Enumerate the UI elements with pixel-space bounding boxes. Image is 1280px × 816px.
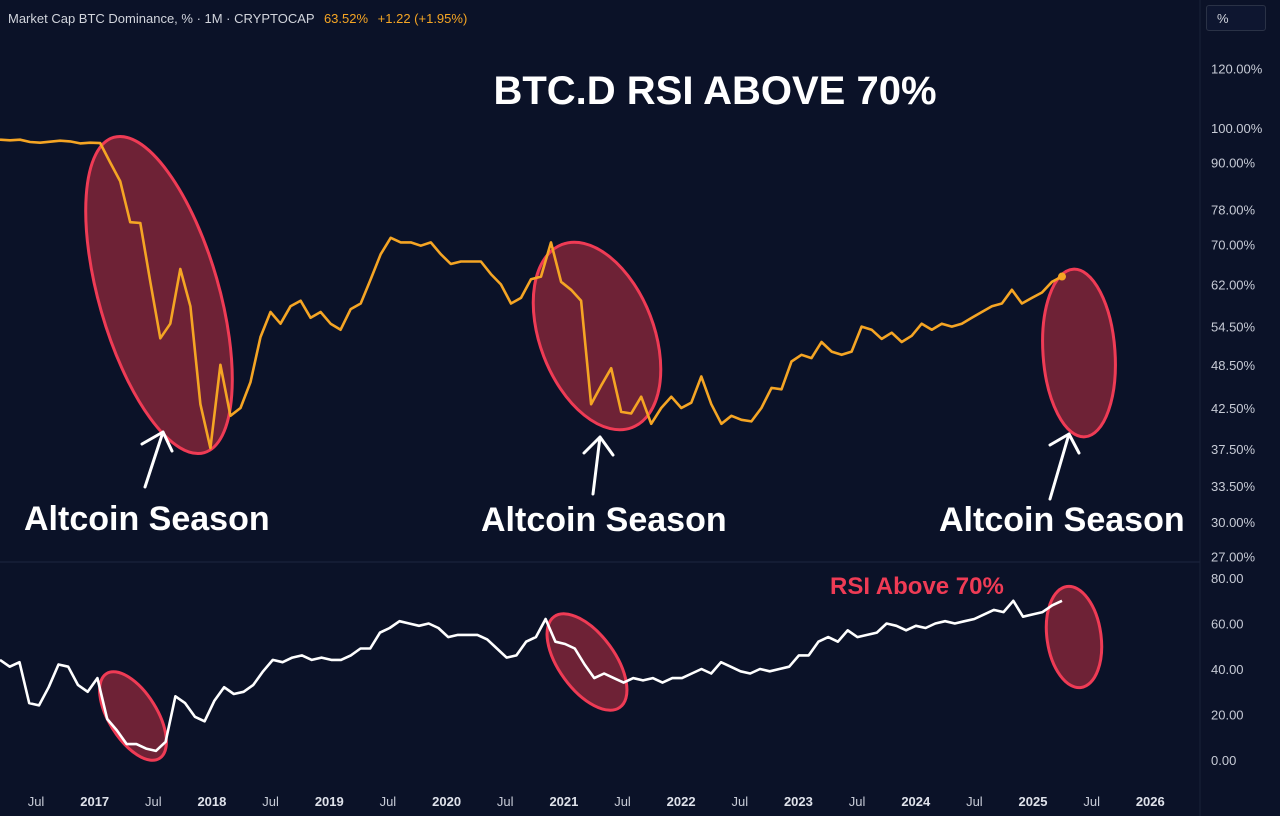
- time-axis-tick-label: Jul: [1083, 794, 1100, 809]
- time-axis-tick-label: 2024: [901, 794, 931, 809]
- rsi-ellipse-2017: [98, 670, 168, 762]
- price-axis-tick-label: 42.50%: [1211, 401, 1256, 416]
- rsi-axis-tick-label: 40.00: [1211, 662, 1244, 677]
- price-axis-tick-label: 33.50%: [1211, 479, 1256, 494]
- time-axis-tick-label: Jul: [731, 794, 748, 809]
- rsi-axis-tick-label: 0.00: [1211, 753, 1236, 768]
- time-axis-tick-label: Jul: [614, 794, 631, 809]
- time-axis-tick-label: Jul: [28, 794, 45, 809]
- annotation-rsi-above-70: RSI Above 70%: [830, 573, 1004, 600]
- price-axis-tick-label: 30.00%: [1211, 515, 1256, 530]
- time-axis-tick-label: 2019: [315, 794, 344, 809]
- price-axis-labels: 120.00% 100.00% 90.00% 78.00% 70.00% 62.00% 54…: [1211, 61, 1263, 564]
- price-axis-tick-label: 120.00%: [1211, 61, 1263, 76]
- time-axis-tick-label: Jul: [849, 794, 866, 809]
- time-axis-tick-label: Jul: [497, 794, 514, 809]
- rsi-ellipse-2025: [1044, 584, 1104, 690]
- change-value: +1.22 (+1.95%): [377, 11, 468, 26]
- price-axis-tick-label: 78.00%: [1211, 202, 1256, 217]
- highlight-ellipse-2021: [531, 240, 663, 432]
- price-axis-tick-label: 48.50%: [1211, 358, 1256, 373]
- rsi-axis-tick-label: 80.00: [1211, 571, 1244, 586]
- time-axis-tick-label: Jul: [262, 794, 279, 809]
- time-axis-tick-label: 2017: [80, 794, 109, 809]
- arrow-icon: [140, 430, 174, 489]
- rsi-line: [0, 599, 1063, 753]
- time-axis-tick-label: Jul: [380, 794, 397, 809]
- price-axis-tick-label: 90.00%: [1211, 155, 1256, 170]
- time-axis-tick-label: 2023: [784, 794, 813, 809]
- time-axis-tick-label: 2025: [1019, 794, 1048, 809]
- annotation-altcoin-season-2025: Altcoin Season: [939, 501, 1185, 539]
- rsi-axis-labels: 80.00 60.00 40.00 20.00 0.00: [1211, 571, 1244, 768]
- price-axis-tick-label: 100.00%: [1211, 121, 1263, 136]
- time-axis-tick-label: 2026: [1136, 794, 1165, 809]
- price-axis-tick-label: 27.00%: [1211, 550, 1256, 565]
- time-axis-tick-label: 2021: [549, 794, 578, 809]
- arrow-icon: [582, 435, 615, 496]
- chart-header: Market Cap BTC Dominance, % · 1M · CRYPT…: [8, 11, 467, 26]
- price-axis-tick-label: 70.00%: [1211, 238, 1256, 253]
- time-axis-tick-label: 2022: [667, 794, 696, 809]
- annotation-altcoin-season-2021: Altcoin Season: [481, 501, 727, 539]
- scale-mode-button[interactable]: %: [1206, 5, 1266, 31]
- rsi-ellipse-2021: [545, 612, 629, 712]
- btc-dominance-line: [0, 138, 1063, 450]
- time-axis-tick-label: Jul: [145, 794, 162, 809]
- time-axis-tick-label: Jul: [966, 794, 983, 809]
- symbol-label: Market Cap BTC Dominance, % · 1M · CRYPT…: [8, 11, 315, 26]
- price-axis-tick-label: 54.50%: [1211, 320, 1256, 335]
- rsi-axis-tick-label: 60.00: [1211, 617, 1244, 632]
- highlight-ellipse-2025: [1041, 267, 1117, 439]
- price-axis-tick-label: 62.00%: [1211, 277, 1256, 292]
- highlight-ellipse-2017: [84, 134, 234, 456]
- rsi-axis-tick-label: 20.00: [1211, 708, 1244, 723]
- arrow-icon: [1048, 432, 1081, 501]
- time-axis-tick-label: 2018: [197, 794, 226, 809]
- annotation-altcoin-season-2017: Altcoin Season: [24, 500, 270, 538]
- chart-title: BTC.D RSI ABOVE 70%: [493, 69, 936, 113]
- time-axis-labels: Jul 2017 Jul 2018 Jul 2019 Jul 2020 Jul 2021 Jul 20…: [28, 794, 1165, 809]
- price-axis-tick-label: 37.50%: [1211, 442, 1256, 457]
- time-axis-tick-label: 2020: [432, 794, 461, 809]
- last-price-dot: [1058, 272, 1066, 281]
- last-value: 63.52%: [323, 11, 369, 26]
